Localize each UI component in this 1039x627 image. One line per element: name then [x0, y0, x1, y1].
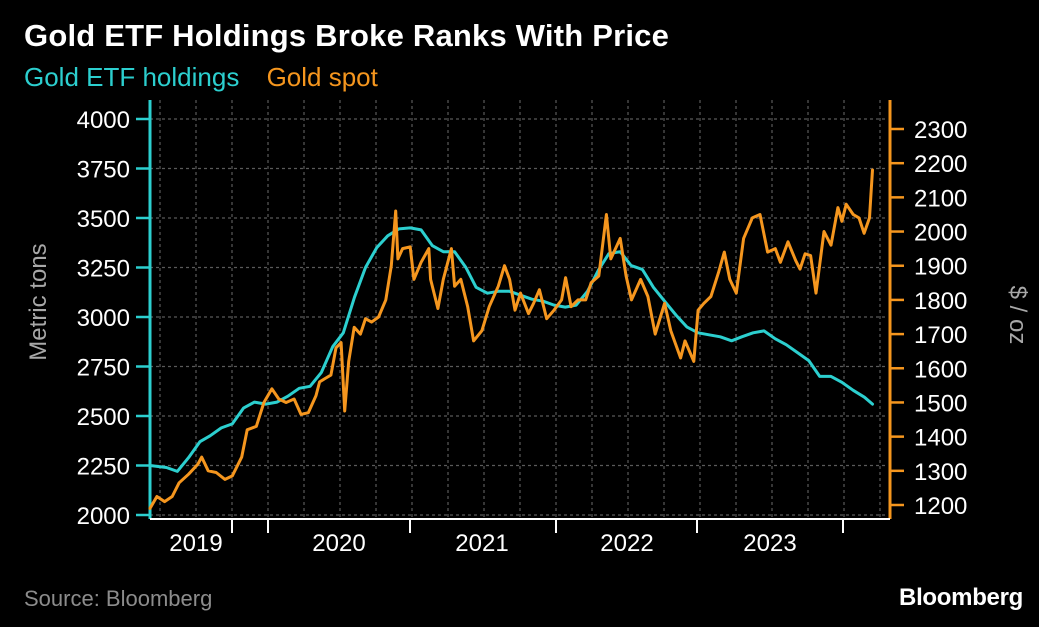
left-tick-label: 2000: [77, 503, 130, 530]
right-tick-label: 2300: [914, 117, 967, 144]
left-tick-label: 2750: [77, 355, 130, 382]
series-line-holdings: [148, 226, 874, 473]
chart-grid: [150, 100, 885, 519]
right-tick-label: 1200: [914, 493, 967, 520]
x-tick-label: 2023: [743, 530, 796, 557]
source-note: Source: Bloomberg: [24, 586, 213, 611]
right-tick-label: 2100: [914, 185, 967, 212]
x-tick-label: 2022: [600, 530, 653, 557]
chart-series-lines: [148, 168, 874, 510]
legend-spot: Gold spot: [266, 62, 378, 92]
right-tick-label: 2000: [914, 220, 967, 247]
x-tick-label: 2019: [169, 530, 222, 557]
left-tick-label: 3000: [77, 305, 130, 332]
chart-tick-labels: 4000 3750 3500 3250 3000 2750 2500 2250 2000 2300…: [77, 107, 968, 557]
right-tick-label: 1300: [914, 459, 967, 486]
right-axis-title: $ / oz: [1004, 286, 1031, 345]
right-tick-label: 1900: [914, 254, 967, 281]
left-tick-label: 2250: [77, 454, 130, 481]
series-line-spot: [148, 168, 874, 510]
x-tick-label: 2020: [312, 530, 365, 557]
left-axis-title: Metric tons: [25, 243, 52, 360]
right-tick-label: 1800: [914, 288, 967, 315]
chart-axes: [136, 100, 904, 533]
left-tick-label: 2500: [77, 404, 130, 431]
left-tick-label: 3500: [77, 206, 130, 233]
legend: Gold ETF holdings Gold spot: [24, 62, 398, 93]
legend-holdings: Gold ETF holdings: [24, 62, 240, 92]
right-tick-label: 2200: [914, 151, 967, 178]
left-tick-label: 4000: [77, 107, 130, 134]
left-tick-label: 3250: [77, 256, 130, 283]
right-tick-label: 1400: [914, 425, 967, 452]
right-tick-label: 1600: [914, 356, 967, 383]
right-tick-label: 1700: [914, 322, 967, 349]
bloomberg-logo: Bloomberg: [899, 584, 1023, 611]
x-tick-label: 2021: [455, 530, 508, 557]
chart-title: Gold ETF Holdings Broke Ranks With Price: [24, 18, 670, 53]
right-tick-label: 1500: [914, 390, 967, 417]
left-tick-label: 3750: [77, 157, 130, 184]
